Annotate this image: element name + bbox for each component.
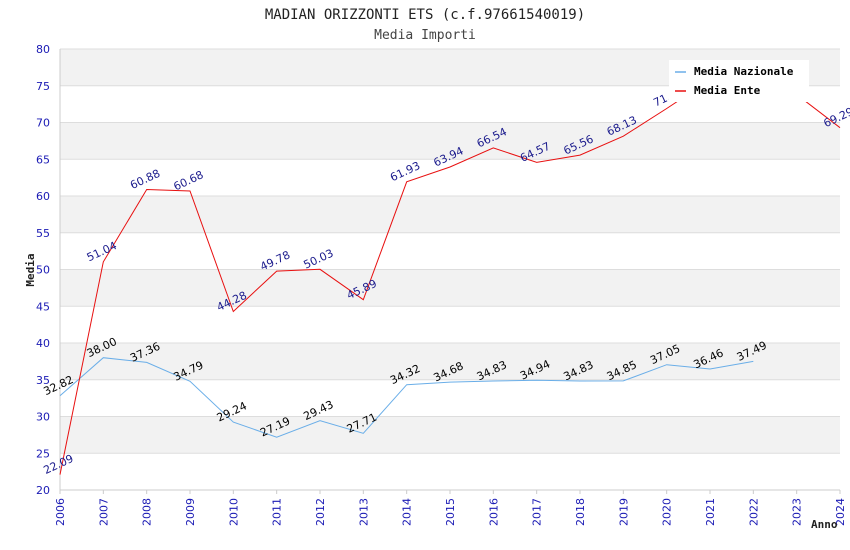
band-light [60, 453, 840, 490]
y-tick-label: 70 [36, 117, 50, 130]
x-tick-label: 2018 [574, 498, 587, 526]
band-shaded [60, 416, 840, 454]
x-tick-label: 2012 [314, 498, 327, 526]
x-tick-label: 2010 [227, 498, 240, 526]
chart-title: MADIAN ORIZZONTI ETS (c.f.97661540019) [265, 7, 585, 23]
x-axis-ticks: 2006 2007 2008 2009 2010 2011 2012 2013 2014 2015… [54, 490, 847, 526]
x-tick-label: 2019 [617, 498, 630, 526]
band-shaded [60, 122, 840, 160]
y-tick-label: 55 [36, 227, 50, 240]
legend: Media Nazionale Media Ente [669, 60, 809, 102]
x-tick-label: 2016 [487, 498, 500, 526]
y-tick-label: 20 [36, 484, 50, 497]
chart-subtitle: Media Importi [374, 28, 476, 43]
band-light [60, 379, 840, 417]
x-tick-label: 2020 [661, 498, 674, 526]
y-tick-label: 80 [36, 43, 50, 56]
x-tick-label: 2021 [704, 498, 717, 526]
y-tick-label: 35 [36, 374, 50, 387]
y-axis-label: Media [24, 253, 37, 286]
band-shaded [60, 269, 840, 307]
x-tick-label: 2007 [97, 498, 110, 526]
x-tick-label: 2009 [184, 498, 197, 526]
x-tick-label: 2023 [791, 498, 804, 526]
y-tick-label: 65 [36, 153, 50, 166]
plot-background-bands [60, 49, 840, 490]
y-tick-label: 60 [36, 190, 50, 203]
band-light [60, 232, 840, 270]
band-shaded [60, 343, 840, 380]
x-tick-label: 2022 [747, 498, 760, 526]
y-tick-label: 45 [36, 300, 50, 313]
y-tick-label: 50 [36, 264, 50, 277]
x-tick-label: 2017 [531, 498, 544, 526]
x-tick-label: 2024 [834, 498, 847, 526]
band-shaded [60, 196, 840, 233]
band-light [60, 306, 840, 343]
x-tick-label: 2006 [54, 498, 67, 526]
legend-background [669, 60, 809, 102]
series-line-media-nazionale [59, 357, 754, 438]
x-tick-label: 2013 [357, 498, 370, 526]
y-tick-label: 75 [36, 80, 50, 93]
y-axis-ticks: 20 25 30 35 40 45 50 55 60 65 70 75 80 [36, 43, 50, 497]
x-tick-label: 2008 [141, 498, 154, 526]
legend-entry-media-ente: Media Ente [694, 84, 761, 97]
y-tick-label: 25 [36, 447, 50, 460]
x-axis-label: Anno [811, 518, 838, 531]
y-tick-label: 40 [36, 337, 50, 350]
legend-entry-media-nazionale: Media Nazionale [694, 65, 794, 78]
x-tick-label: 2015 [444, 498, 457, 526]
x-tick-label: 2014 [401, 498, 414, 526]
y-tick-label: 30 [36, 411, 50, 424]
band-light [60, 159, 840, 196]
x-tick-label: 2011 [271, 498, 284, 526]
